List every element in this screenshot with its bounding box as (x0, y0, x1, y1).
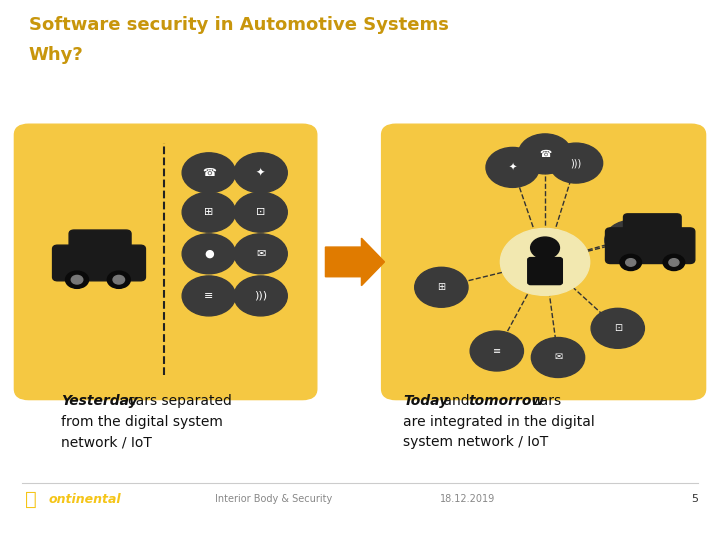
Circle shape (669, 259, 679, 266)
Text: ⊡: ⊡ (256, 207, 266, 217)
Text: ≡: ≡ (204, 291, 214, 301)
Text: : cars: : cars (523, 394, 562, 408)
Text: Today: Today (403, 394, 449, 408)
Circle shape (234, 192, 287, 232)
Circle shape (518, 134, 572, 174)
Text: ⊡: ⊡ (613, 323, 622, 333)
Text: : cars separated: : cars separated (119, 394, 232, 408)
FancyBboxPatch shape (14, 124, 317, 400)
Text: ≡: ≡ (492, 346, 501, 356)
Circle shape (66, 271, 89, 288)
FancyBboxPatch shape (606, 228, 695, 264)
Circle shape (626, 259, 636, 266)
FancyBboxPatch shape (382, 124, 706, 400)
Text: ⊞: ⊞ (437, 282, 446, 292)
Text: ⓒ: ⓒ (25, 490, 37, 509)
Circle shape (500, 228, 590, 295)
Text: ))): ))) (254, 291, 267, 301)
Text: from the digital system: from the digital system (61, 415, 223, 429)
Circle shape (234, 234, 287, 274)
Circle shape (663, 254, 685, 271)
Circle shape (182, 192, 235, 232)
Text: are integrated in the digital: are integrated in the digital (403, 415, 595, 429)
Text: ✉: ✉ (256, 249, 266, 259)
Text: ontinental: ontinental (49, 493, 122, 506)
Text: Why?: Why? (29, 46, 84, 64)
Text: ✉: ✉ (554, 353, 562, 362)
Text: ✦: ✦ (256, 168, 266, 178)
Circle shape (605, 220, 658, 260)
Text: ⊞: ⊞ (204, 207, 214, 217)
Circle shape (486, 147, 539, 187)
Text: ☎: ☎ (202, 168, 216, 178)
Text: 5: 5 (691, 495, 698, 504)
FancyBboxPatch shape (69, 230, 131, 256)
FancyArrow shape (325, 238, 384, 286)
Circle shape (470, 331, 523, 371)
Text: ✦: ✦ (508, 163, 517, 172)
Circle shape (182, 276, 235, 316)
Circle shape (234, 153, 287, 193)
Text: 🚗: 🚗 (629, 235, 634, 245)
Text: ))): ))) (570, 158, 582, 168)
Text: 18.12.2019: 18.12.2019 (441, 495, 495, 504)
Text: ●: ● (204, 249, 214, 259)
Text: system network / IoT: system network / IoT (403, 435, 549, 449)
Text: Yesterday: Yesterday (61, 394, 138, 408)
Text: network / IoT: network / IoT (61, 435, 152, 449)
Text: Software security in Automotive Systems: Software security in Automotive Systems (29, 16, 449, 34)
FancyBboxPatch shape (624, 214, 681, 238)
Text: and: and (439, 394, 474, 408)
Circle shape (107, 271, 130, 288)
Circle shape (591, 308, 644, 348)
Circle shape (71, 275, 83, 284)
FancyBboxPatch shape (53, 245, 145, 281)
Text: ☎: ☎ (539, 149, 551, 159)
Circle shape (113, 275, 125, 284)
Circle shape (234, 276, 287, 316)
Circle shape (531, 338, 585, 377)
Circle shape (182, 153, 235, 193)
FancyBboxPatch shape (528, 258, 562, 285)
Circle shape (531, 237, 559, 259)
Circle shape (415, 267, 468, 307)
Circle shape (620, 254, 642, 271)
Circle shape (182, 234, 235, 274)
Text: Interior Body & Security: Interior Body & Security (215, 495, 332, 504)
Text: tomorrow: tomorrow (468, 394, 544, 408)
Circle shape (549, 143, 603, 183)
